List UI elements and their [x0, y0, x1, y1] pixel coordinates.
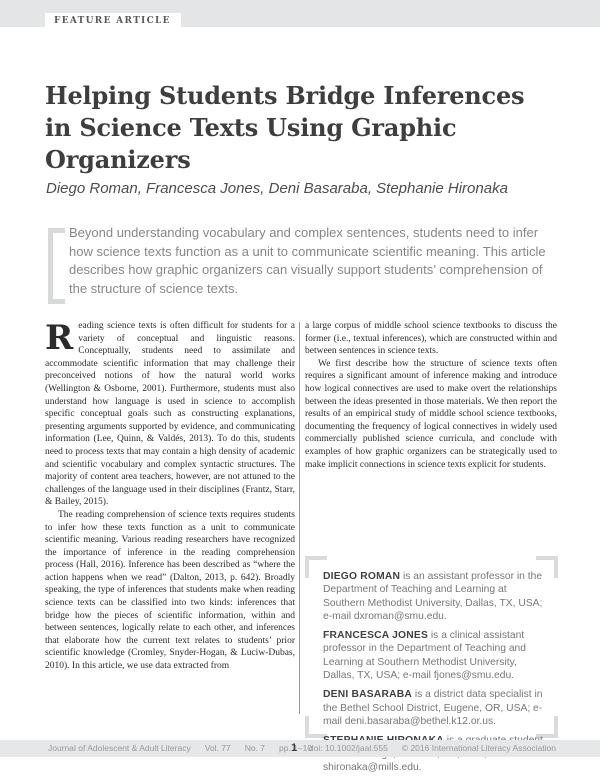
article-title: Helping Students Bridge Inferences in Sc…: [45, 80, 570, 176]
author-bio-text: is a clinical assistant professor in the…: [323, 630, 527, 682]
box-corner-top-right: [536, 556, 558, 578]
abstract-text: Beyond understanding vocabulary and comp…: [69, 225, 546, 296]
footer-volume: Vol. 77: [204, 743, 231, 753]
author-bio-name: DIEGO ROMAN: [323, 571, 401, 582]
column-divider-rule: [299, 322, 300, 714]
author-bio-name: DENI BASARABA: [323, 689, 412, 701]
footer-doi: doi: 10.1002/jaal.555: [308, 743, 388, 753]
author-bio-entry: DIEGO ROMAN is an assistant professor in…: [323, 570, 545, 623]
article-title-line1: Helping Students Bridge Inferences: [45, 81, 525, 110]
author-bio-name: FRANCESCA JONES: [323, 630, 429, 642]
body-paragraph-2: The reading comprehension of science tex…: [45, 509, 295, 672]
drop-cap: R: [45, 318, 74, 358]
body-paragraph-1-text: eading science texts is often difficult …: [45, 321, 295, 508]
box-corner-top-left: [305, 556, 327, 578]
box-corner-bottom-left: [305, 716, 327, 738]
article-title-line2: in Science Texts Using Graphic: [45, 113, 457, 142]
author-bio-entry: DENI BASARABA is a district data special…: [323, 688, 545, 728]
footer-journal-info: Journal of Adolescent & Adult Literacy Vo…: [48, 740, 326, 757]
author-bio-text: is a district data specialist in the Bet…: [323, 689, 543, 727]
footer-pages: pp. 1–10: [279, 743, 313, 753]
author-bio-box: DIEGO ROMAN is an assistant professor in…: [305, 556, 558, 773]
body-column-right: a large corpus of middle school science …: [305, 320, 557, 471]
footer-copyright: © 2016 International Literacy Associatio…: [401, 743, 556, 753]
article-title-line3: Organizers: [45, 145, 191, 174]
body-paragraph-4: We first describe how the structure of s…: [305, 358, 557, 470]
footer-page-number: 1: [291, 742, 298, 754]
author-bio-text: is an assistant professor in the Departm…: [323, 571, 543, 622]
page-footer: Journal of Adolescent & Adult Literacy Vo…: [0, 740, 600, 757]
box-corner-bottom-right: [536, 716, 558, 738]
abstract-section: Beyond understanding vocabulary and comp…: [48, 224, 548, 304]
body-paragraph-3: a large corpus of middle school science …: [305, 321, 557, 357]
feature-article-label: FEATURE ARTICLE: [45, 13, 181, 29]
footer-number: No. 7: [244, 743, 266, 753]
author-bio-entry: FRANCESCA JONES is a clinical assistant …: [323, 629, 545, 682]
author-byline: Diego Roman, Francesca Jones, Deni Basar…: [46, 180, 508, 197]
abstract-bracket-decoration: [48, 228, 65, 304]
footer-doi-copyright: doi: 10.1002/jaal.555 © 2016 Internationa…: [295, 740, 556, 757]
footer-journal-name: Journal of Adolescent & Adult Literacy: [48, 743, 191, 753]
